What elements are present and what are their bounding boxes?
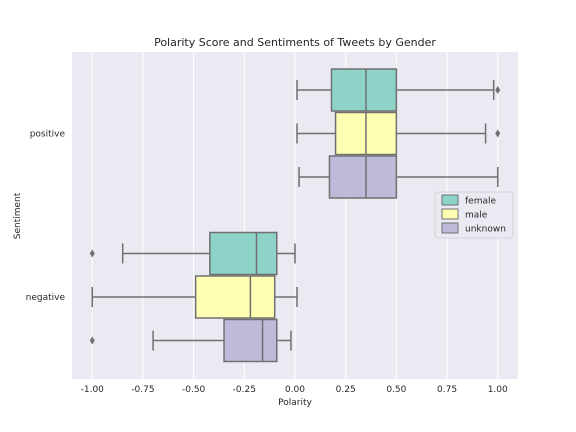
- x-tick-label: 0.00: [285, 385, 305, 395]
- x-tick-label: 1.00: [488, 385, 508, 395]
- legend-swatch-female: [441, 194, 459, 206]
- x-tick-label: -1.00: [81, 385, 105, 395]
- box-iqr: [223, 318, 278, 363]
- y-axis-label: Sentiment: [13, 192, 23, 239]
- x-axis-label: Polarity: [278, 398, 312, 408]
- legend-label-unknown: unknown: [465, 225, 506, 235]
- box-negative-unknown: [89, 318, 292, 363]
- y-tick-label-positive: positive: [30, 130, 66, 140]
- box-iqr: [209, 231, 278, 276]
- legend-label-female: female: [465, 197, 496, 207]
- box-negative-male: [91, 275, 298, 319]
- x-tick-label: 0.75: [437, 385, 457, 395]
- y-axis-ticks: positive negative: [26, 130, 66, 304]
- x-axis-ticks: -1.00 -0.75 -0.50 -0.25 0.00 0.25 0.50 0.75 1.00: [81, 385, 508, 395]
- x-tick-label: 0.50: [386, 385, 406, 395]
- outlier-point: [495, 86, 501, 94]
- box-positive-female: [296, 68, 501, 112]
- legend-swatch-male: [441, 208, 459, 220]
- box-positive-unknown: [298, 155, 499, 199]
- y-tick-label-negative: negative: [26, 293, 66, 303]
- x-tick-label: -0.75: [131, 385, 154, 395]
- box-iqr: [330, 68, 398, 112]
- outlier-point: [495, 129, 501, 138]
- box-positive-male: [296, 111, 501, 156]
- legend: female male unknown: [434, 191, 514, 239]
- x-tick-label: 0.25: [336, 385, 356, 395]
- outlier-point: [89, 249, 95, 258]
- legend-swatch-unknown: [441, 222, 459, 234]
- boxes-group: [89, 68, 501, 363]
- box-iqr: [194, 275, 276, 319]
- box-negative-female: [89, 231, 296, 276]
- outlier-point: [89, 336, 95, 345]
- box-iqr: [328, 155, 398, 199]
- chart-title: Polarity Score and Sentiments of Tweets …: [154, 36, 436, 49]
- legend-label-male: male: [465, 211, 488, 221]
- x-tick-label: -0.25: [233, 385, 256, 395]
- x-tick-label: -0.50: [182, 385, 206, 395]
